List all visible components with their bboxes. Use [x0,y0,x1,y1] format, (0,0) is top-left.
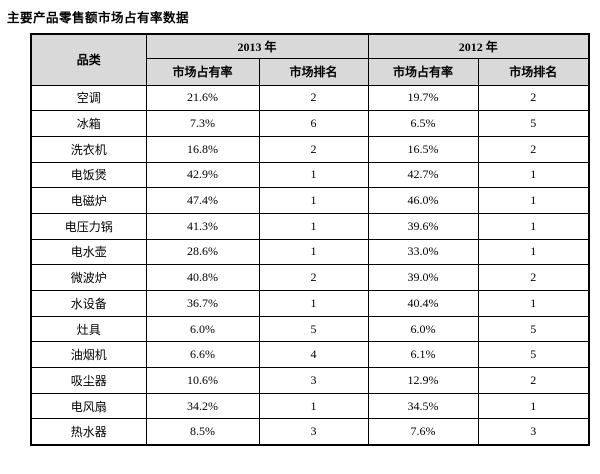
rank-2013-cell: 2 [258,264,369,291]
rank-2012-cell: 1 [477,392,590,420]
rank-2012-cell: 2 [477,135,590,163]
page-title: 主要产品零售额市场占有率数据 [7,11,190,25]
share-2013-cell: 34.2% [145,392,260,420]
rank-2012-cell: 2 [477,367,590,394]
share-2013-cell: 10.6% [145,367,260,394]
rank-2012-cell: 5 [477,110,590,137]
rank-2013-cell: 1 [258,161,369,189]
rank-2013-cell: 6 [258,110,369,137]
table-row: 空调 21.6% 2 19.7% 2 [30,84,590,112]
category-cell: 吸尘器 [30,367,147,394]
rank-2012-cell: 2 [477,84,590,112]
share-2013-cell: 40.8% [145,264,260,291]
table-row: 灶具 6.0% 5 6.0% 5 [30,315,590,343]
category-cell: 电风扇 [30,392,147,420]
rank-2012-cell: 3 [477,418,590,446]
market-share-table: 品类 2013 年 2012 年 市场占有率 市场排名 市场占有率 市场排名 空… [30,33,591,446]
share-2012-cell: 40.4% [367,290,479,317]
share-2013-cell: 42.9% [145,161,260,189]
table-row: 油烟机 6.6% 4 6.1% 5 [30,341,590,369]
table-row: 微波炉 40.8% 2 39.0% 2 [30,264,590,291]
category-cell: 水设备 [30,290,147,317]
year-2012-header: 2012 年 [367,33,590,59]
rank-2012-cell: 2 [477,264,590,291]
share-2013-cell: 47.4% [145,187,260,214]
share-2012-cell: 39.0% [367,264,479,291]
share-2012-cell: 6.5% [367,110,479,137]
rank-2013-cell: 3 [258,367,369,394]
share-2012-column-header: 市场占有率 [367,57,479,86]
rank-2013-cell: 1 [258,212,369,240]
share-2012-cell: 33.0% [367,238,479,266]
table-row: 水设备 36.7% 1 40.4% 1 [30,290,590,317]
category-cell: 电压力锅 [30,212,147,240]
rank-2013-cell: 1 [258,238,369,266]
share-2012-cell: 12.9% [367,367,479,394]
category-cell: 热水器 [30,418,147,446]
share-2013-cell: 21.6% [145,84,260,112]
share-2012-cell: 34.5% [367,392,479,420]
rank-2013-cell: 3 [258,418,369,446]
share-2013-cell: 6.6% [145,341,260,369]
category-cell: 灶具 [30,315,147,343]
category-cell: 电饭煲 [30,161,147,189]
share-2013-cell: 7.3% [145,110,260,137]
table-row: 热水器 8.5% 3 7.6% 3 [30,418,590,446]
rank-2013-cell: 2 [258,135,369,163]
rank-2013-cell: 1 [258,392,369,420]
table-row: 电压力锅 41.3% 1 39.6% 1 [30,212,590,240]
share-2013-cell: 16.8% [145,135,260,163]
table-row: 电饭煲 42.9% 1 42.7% 1 [30,161,590,189]
category-cell: 冰箱 [30,110,147,137]
table-row: 电磁炉 47.4% 1 46.0% 1 [30,187,590,214]
table-row: 电风扇 34.2% 1 34.5% 1 [30,392,590,420]
table-header-year-row: 品类 2013 年 2012 年 [30,33,590,86]
share-2012-cell: 6.0% [367,315,479,343]
share-2012-cell: 42.7% [367,161,479,189]
rank-2013-cell: 1 [258,187,369,214]
share-2013-cell: 6.0% [145,315,260,343]
rank-2012-cell: 5 [477,341,590,369]
rank-2013-column-header: 市场排名 [258,57,369,86]
share-2013-cell: 41.3% [145,212,260,240]
rank-2012-cell: 1 [477,290,590,317]
year-2013-header: 2013 年 [145,33,369,59]
share-2012-cell: 46.0% [367,187,479,214]
share-2012-cell: 39.6% [367,212,479,240]
rank-2013-cell: 4 [258,341,369,369]
category-cell: 电水壶 [30,238,147,266]
table-row: 洗衣机 16.8% 2 16.5% 2 [30,135,590,163]
rank-2012-cell: 1 [477,187,590,214]
category-cell: 空调 [30,84,147,112]
rank-2013-cell: 5 [258,315,369,343]
category-cell: 电磁炉 [30,187,147,214]
share-2013-cell: 28.6% [145,238,260,266]
category-cell: 微波炉 [30,264,147,291]
share-2012-cell: 7.6% [367,418,479,446]
table-row: 冰箱 7.3% 6 6.5% 5 [30,110,590,137]
rank-2012-cell: 5 [477,315,590,343]
rank-2012-cell: 1 [477,238,590,266]
rank-2013-cell: 2 [258,84,369,112]
category-cell: 洗衣机 [30,135,147,163]
rank-2012-column-header: 市场排名 [477,57,590,86]
table-row: 电水壶 28.6% 1 33.0% 1 [30,238,590,266]
share-2013-cell: 36.7% [145,290,260,317]
rank-2012-cell: 1 [477,161,590,189]
share-2013-column-header: 市场占有率 [145,57,260,86]
share-2013-cell: 8.5% [145,418,260,446]
share-2012-cell: 6.1% [367,341,479,369]
category-column-header: 品类 [30,33,147,86]
share-2012-cell: 19.7% [367,84,479,112]
category-cell: 油烟机 [30,341,147,369]
rank-2013-cell: 1 [258,290,369,317]
table-row: 吸尘器 10.6% 3 12.9% 2 [30,367,590,394]
rank-2012-cell: 1 [477,212,590,240]
share-2012-cell: 16.5% [367,135,479,163]
table-header-metric-row: 市场占有率 市场排名 市场占有率 市场排名 [31,57,590,86]
